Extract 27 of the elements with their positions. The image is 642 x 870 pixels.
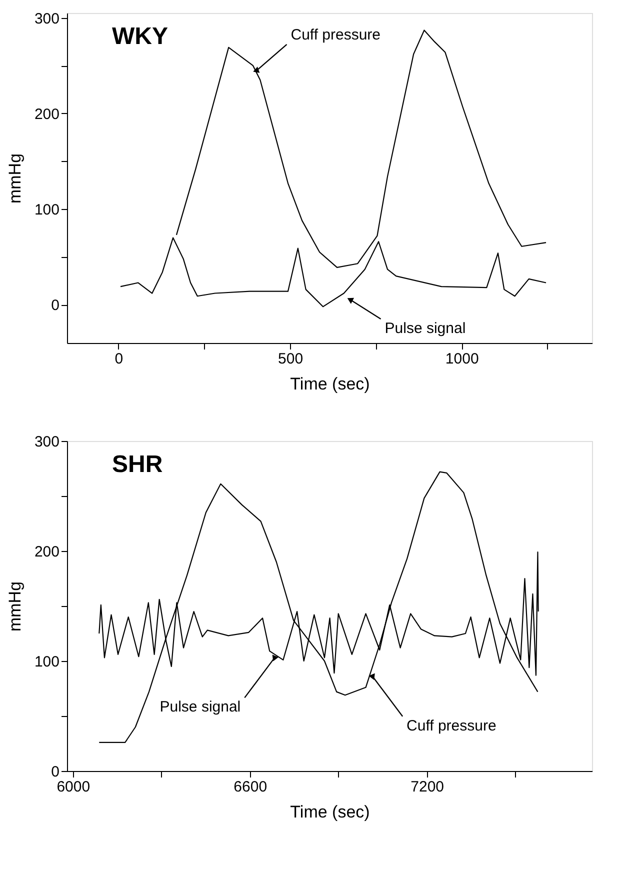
annotation: Cuff pressure bbox=[290, 26, 381, 44]
x-tick-label: 6000 bbox=[56, 778, 90, 796]
chart-title: WKY bbox=[112, 23, 168, 50]
x-axis-title: Time (sec) bbox=[290, 802, 370, 822]
x-tick-label: 1000 bbox=[445, 350, 479, 368]
line-series bbox=[98, 471, 538, 743]
y-tick-label: 300 bbox=[34, 10, 60, 28]
y-tick-label: 0 bbox=[51, 297, 60, 314]
line-series bbox=[120, 237, 547, 308]
annotation: Pulse signal bbox=[160, 698, 241, 716]
y-axis-title: mmHg bbox=[5, 581, 24, 632]
x-axis-title: Time (sec) bbox=[290, 374, 370, 394]
annotation: Pulse signal bbox=[384, 320, 466, 337]
x-tick-label: 7200 bbox=[410, 778, 444, 796]
x-tick-label: 6600 bbox=[234, 778, 268, 796]
y-axis-title: mmHg bbox=[5, 153, 24, 204]
line-series bbox=[176, 30, 547, 268]
annotation: Cuff pressure bbox=[406, 717, 496, 734]
y-tick-label: 100 bbox=[34, 202, 60, 219]
y-tick-label: 0 bbox=[51, 764, 60, 780]
chart-title: SHR bbox=[112, 451, 163, 478]
x-tick-label: 500 bbox=[278, 350, 304, 368]
x-tick-label: 0 bbox=[114, 350, 124, 368]
y-tick-label: 300 bbox=[34, 434, 60, 450]
y-tick-label: 100 bbox=[34, 654, 60, 670]
y-tick-label: 200 bbox=[34, 106, 60, 123]
y-tick-label: 200 bbox=[34, 544, 60, 560]
